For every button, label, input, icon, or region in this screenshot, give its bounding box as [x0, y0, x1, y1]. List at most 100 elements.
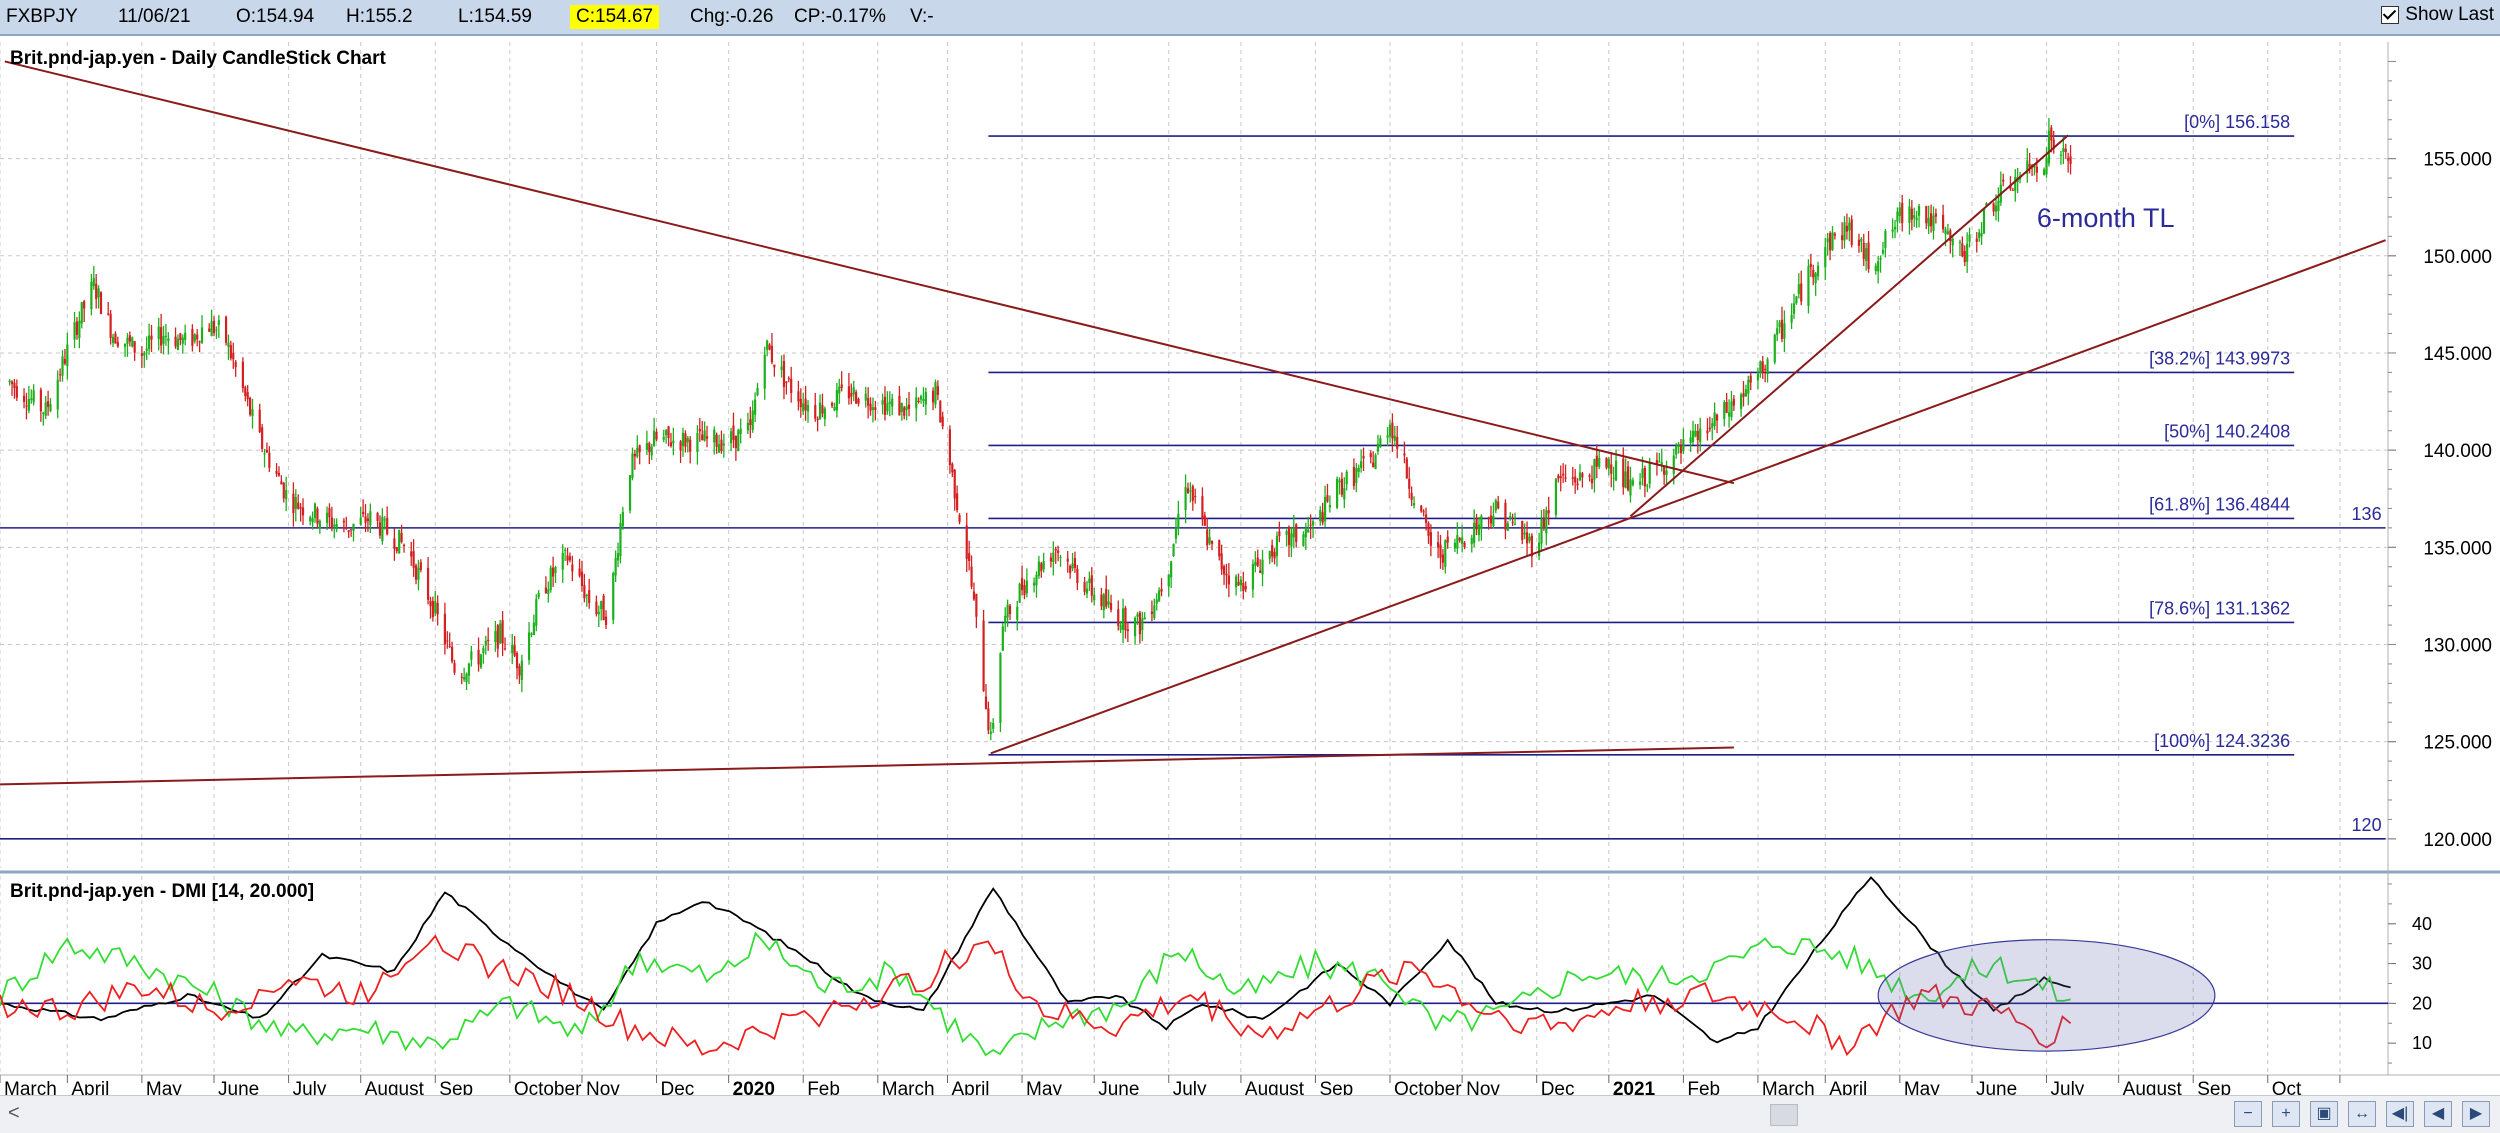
x-tick-label: April — [1829, 1079, 1867, 1100]
candle-body — [229, 345, 232, 359]
show-last-checkbox[interactable] — [2381, 6, 2400, 24]
candle-body — [145, 348, 148, 351]
candle-body — [833, 406, 836, 411]
candle-body — [2028, 163, 2031, 168]
x-tick-label: March — [882, 1079, 935, 1100]
candle-body — [275, 470, 278, 474]
candle-body — [585, 595, 588, 597]
x-tick-label: August — [2123, 1079, 2183, 1100]
candle-body — [1403, 453, 1406, 456]
change-percent: CP:-0.17% — [794, 6, 886, 27]
candle-body — [499, 623, 502, 644]
candle-body — [1778, 322, 1781, 328]
candle-body — [465, 673, 468, 683]
candle-body — [636, 447, 639, 457]
candle-body — [1090, 575, 1093, 596]
candle-body — [953, 469, 956, 499]
candle-body — [852, 387, 855, 395]
candle-body — [1497, 501, 1500, 509]
candle-body — [1773, 334, 1776, 363]
candle-body — [179, 333, 182, 340]
fit-icon[interactable]: ▣ — [2310, 1101, 2338, 1127]
zoom-out-icon[interactable]: − — [2234, 1101, 2262, 1127]
scrollbar-thumb[interactable] — [1770, 1104, 1798, 1126]
candle-body — [900, 402, 903, 412]
zoom-in-icon[interactable]: + — [2272, 1101, 2300, 1127]
candle-body — [806, 405, 810, 412]
candle-body — [1913, 215, 1916, 219]
candle-body — [763, 354, 766, 389]
candle-body — [1184, 487, 1187, 511]
candle-body — [1682, 439, 1685, 452]
candle-body — [309, 517, 312, 522]
candle-body — [1812, 269, 1815, 278]
candle-body — [482, 648, 485, 654]
candle-body — [150, 335, 153, 340]
candle-body — [1881, 249, 1885, 254]
price-tick-label: 120.000 — [2423, 830, 2492, 851]
candle-body — [520, 660, 523, 680]
candle-body — [679, 441, 682, 451]
candle-body — [1506, 523, 1509, 531]
candle-body — [1374, 454, 1377, 470]
candle-body — [1391, 422, 1394, 439]
candle-body — [443, 613, 446, 645]
show-last-toggle[interactable]: Show Last — [2381, 4, 2494, 26]
candle-body — [1826, 238, 1829, 243]
candle-body — [1408, 478, 1411, 489]
candle-body — [496, 625, 499, 649]
candle-body — [479, 654, 483, 668]
first-bar-icon[interactable]: ◀| — [2386, 1101, 2414, 1127]
candle-body — [1372, 462, 1375, 468]
candle-body — [874, 407, 877, 410]
candle-body — [1393, 435, 1396, 441]
candle-body — [176, 338, 180, 350]
candle-body — [922, 398, 925, 402]
candle-body — [561, 552, 564, 570]
previous-icon[interactable]: ◀ — [2424, 1101, 2452, 1127]
candle-body — [25, 405, 28, 407]
candle-body — [1153, 605, 1156, 619]
candle-body — [1376, 443, 1380, 452]
candle-body — [193, 334, 196, 342]
horizontal-scrollbar[interactable]: < − + ▣ ↔ ◀| ◀ ▶ — [0, 1095, 2500, 1133]
candle-body — [751, 410, 754, 430]
candle-body — [1340, 478, 1343, 495]
candle-body — [1934, 213, 1937, 217]
next-icon[interactable]: ▶ — [2462, 1101, 2490, 1127]
candle-body — [1441, 554, 1445, 563]
candle-body — [128, 335, 131, 342]
candle-body — [597, 611, 600, 615]
candle-body — [972, 591, 976, 600]
candle-body — [871, 407, 875, 410]
candle-body — [1727, 412, 1731, 417]
candle-body — [1638, 481, 1642, 485]
candle-body — [446, 640, 449, 642]
candle-body — [181, 337, 184, 344]
candle-body — [715, 434, 718, 447]
candle-body — [1614, 460, 1618, 481]
expand-icon[interactable]: ↔ — [2348, 1101, 2376, 1127]
scroll-left-icon[interactable]: < — [8, 1102, 20, 1124]
x-tick-label: June — [218, 1079, 259, 1100]
candle-body — [369, 511, 372, 525]
candle-body — [316, 508, 319, 524]
candle-body — [1677, 443, 1680, 447]
candle-body — [1901, 203, 1904, 224]
price-tick-label: 135.000 — [2423, 538, 2492, 559]
candle-body — [948, 429, 952, 466]
candle-body — [1679, 446, 1683, 454]
price-tick-label: 140.000 — [2423, 441, 2492, 462]
candle-body — [140, 353, 143, 356]
candle-body — [22, 395, 26, 402]
candle-body — [1744, 389, 1748, 397]
candle-body — [915, 397, 918, 409]
x-tick-label: Feb — [1687, 1079, 1720, 1100]
candle-body — [886, 403, 889, 412]
candle-body — [1867, 242, 1870, 270]
candle-body — [1530, 535, 1533, 557]
show-last-label: Show Last — [2405, 4, 2494, 25]
candle-body — [655, 431, 658, 440]
candle-body — [1658, 461, 1661, 463]
